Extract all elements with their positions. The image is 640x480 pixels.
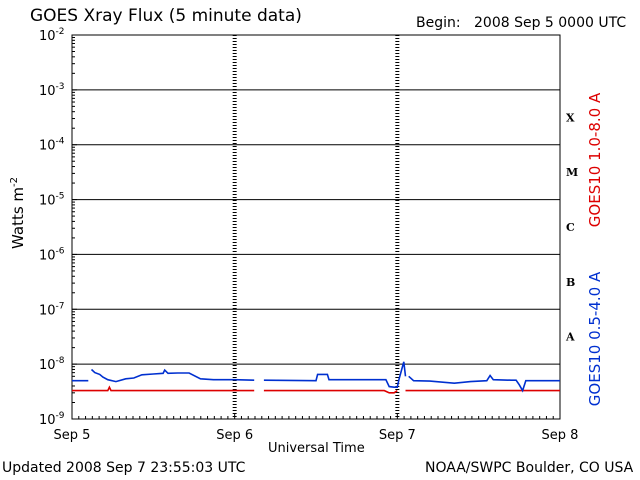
- begin-value: 2008 Sep 5 0000 UTC: [474, 15, 627, 31]
- y-tick-label: 10-4: [39, 137, 65, 154]
- y-tick-label: 10-9: [39, 411, 65, 428]
- plot-frame: [71, 34, 561, 420]
- y-tick-label: 10-8: [39, 356, 65, 373]
- y-tick-label: 10-5: [39, 192, 65, 209]
- y-tick-label: 10-2: [39, 27, 65, 44]
- chart-title: GOES Xray Flux (5 minute data): [30, 6, 302, 26]
- flare-class-label: M: [566, 166, 578, 179]
- legend-series-long: GOES10 1.0-8.0 A: [586, 92, 604, 228]
- x-tick-label: Sep 8: [542, 428, 579, 443]
- flare-class-label: B: [566, 276, 575, 289]
- begin-label: Begin:: [416, 15, 461, 31]
- series-line-short: [408, 374, 560, 393]
- x-tick-label: Sep 6: [216, 428, 253, 443]
- footer-credit: NOAA/SWPC Boulder, CO USA: [425, 460, 634, 476]
- x-tick-label: Sep 5: [54, 428, 91, 443]
- flare-class-label: C: [566, 221, 575, 234]
- y-tick-label: 10-3: [39, 82, 65, 99]
- series-line-short: [90, 368, 255, 383]
- flare-class-label: A: [565, 331, 575, 344]
- y-axis-label-text: Watts m: [9, 186, 27, 249]
- y-tick-label: 10-6: [39, 246, 65, 263]
- series-line-long: [72, 385, 255, 392]
- y-axis-label: Watts m-2: [9, 177, 27, 249]
- legend-series-short: GOES10 0.5-4.0 A: [586, 271, 604, 407]
- y-axis-label-exp: -2: [9, 176, 20, 187]
- y-tick-label: 10-7: [39, 301, 65, 318]
- flare-class-label: X: [566, 111, 575, 124]
- x-tick-label: Sep 7: [379, 428, 416, 443]
- footer-updated: Updated 2008 Sep 7 23:55:03 UTC: [2, 460, 246, 476]
- series-line-short: [263, 361, 407, 388]
- x-axis-label: Universal Time: [268, 441, 365, 456]
- series-line-long: [263, 389, 398, 394]
